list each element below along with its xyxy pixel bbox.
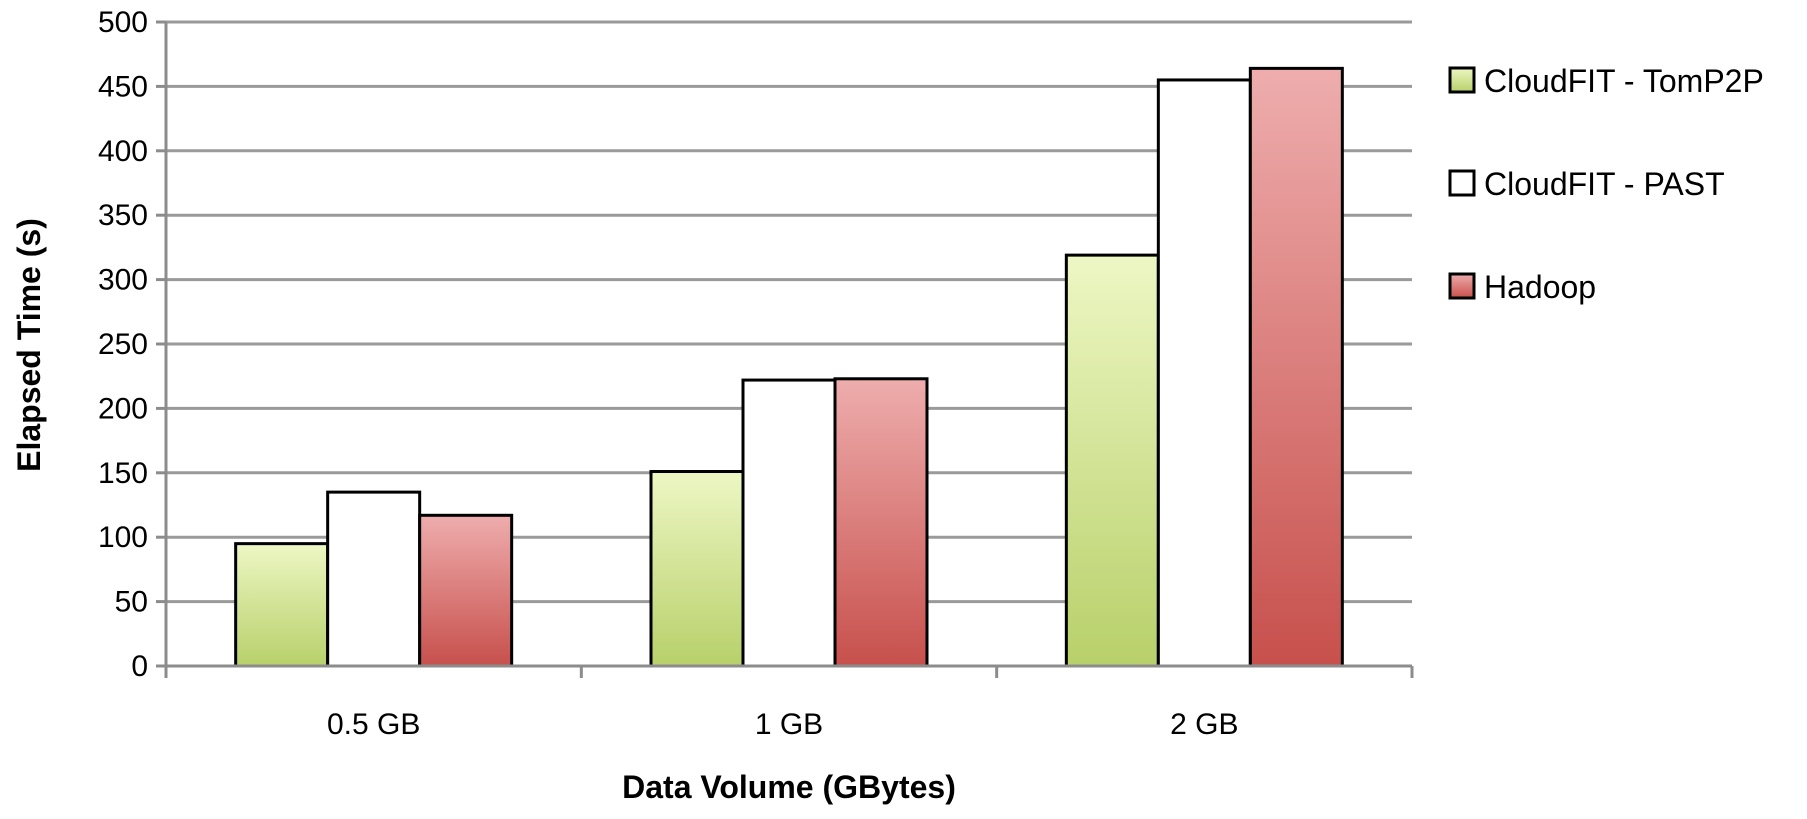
y-tick-label-350: 350 [98,199,148,232]
x-category-labels: 0.5 GB 1 GB 2 GB [327,708,1239,741]
legend-swatch-3 [1448,272,1476,300]
legend-swatch-2 [1448,169,1476,197]
legend-label-3: Hadoop [1484,269,1596,305]
bar-2-2 [741,378,837,668]
x-category-label-2: 1 GB [755,708,823,741]
bar-3-2 [833,377,929,668]
bars [234,66,1344,668]
x-axis-title: Data Volume (GBytes) [622,769,956,805]
legend: CloudFIT - TomP2P CloudFIT - PAST Hadoop [1448,63,1764,305]
bar-2-3 [1156,78,1252,668]
y-tick-label-300: 300 [98,264,148,297]
y-tick-label-100: 100 [98,521,148,554]
axes [156,20,1414,678]
x-category-label-3: 2 GB [1170,708,1238,741]
bar-3-3 [1248,66,1344,668]
y-tick-label-50: 50 [115,586,148,619]
bar-1-3 [1064,253,1160,668]
y-tick-labels: 0 50 100 150 200 250 300 350 400 450 500 [98,6,148,683]
y-tick-label-150: 150 [98,457,148,490]
bar-1-2 [649,470,745,668]
bar-1-1 [234,542,330,668]
legend-label-2: CloudFIT - PAST [1484,166,1725,202]
y-tick-label-400: 400 [98,135,148,168]
bar-2-1 [326,490,422,668]
legend-swatch-1 [1448,66,1476,94]
x-category-label-1: 0.5 GB [327,708,420,741]
legend-label-1: CloudFIT - TomP2P [1484,63,1764,99]
bar-3-1 [418,513,514,668]
y-tick-label-500: 500 [98,6,148,39]
y-tick-label-250: 250 [98,328,148,361]
y-tick-label-200: 200 [98,392,148,425]
y-tick-label-450: 450 [98,70,148,103]
y-axis-title: Elapsed Time (s) [11,218,47,472]
y-tick-label-0: 0 [131,650,148,683]
